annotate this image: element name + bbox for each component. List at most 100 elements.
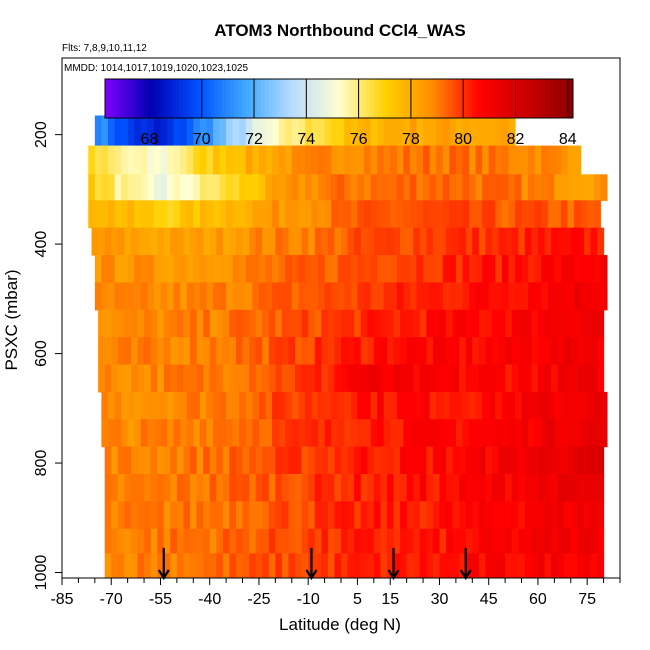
heatmap-cell <box>455 200 464 229</box>
heatmap-cell <box>127 282 135 311</box>
heatmap-cell <box>219 174 227 201</box>
colorbar-segment <box>105 79 110 118</box>
heatmap-cell <box>570 446 578 475</box>
heatmap-cell <box>199 282 208 311</box>
heatmap-cell <box>196 337 204 366</box>
heatmap-cell <box>321 364 329 393</box>
heatmap-cell <box>137 446 145 475</box>
heatmap-cell <box>373 501 381 530</box>
heatmap-cell <box>249 446 257 475</box>
heatmap-cell <box>124 446 132 475</box>
heatmap-cell <box>488 174 496 201</box>
heatmap-cell <box>107 419 116 448</box>
heatmap-cell <box>288 446 296 475</box>
heatmap-cell <box>396 145 404 175</box>
heatmap-cell <box>272 174 280 201</box>
heatmap-cell <box>386 528 395 554</box>
heatmap-cell <box>511 553 519 578</box>
heatmap-cell <box>452 553 460 578</box>
colorbar-segment <box>179 79 184 118</box>
heatmap-cell <box>212 174 221 201</box>
heatmap-cell <box>298 115 306 147</box>
heatmap-cell <box>196 309 204 338</box>
heatmap-cell <box>416 174 424 201</box>
heatmap-cell <box>163 337 171 366</box>
heatmap-cell <box>551 446 559 475</box>
heatmap-cell <box>409 419 418 448</box>
heatmap-cell <box>390 419 398 448</box>
x-tick-label: 30 <box>431 591 449 608</box>
heatmap-cell <box>482 255 490 284</box>
heatmap-cell <box>491 553 500 578</box>
heatmap-cell <box>600 419 608 448</box>
heatmap-cell <box>318 174 326 201</box>
heatmap-cell <box>134 282 142 311</box>
heatmap-cell <box>212 115 221 147</box>
heatmap-cell <box>183 474 191 502</box>
heatmap-cell <box>478 337 487 366</box>
heatmap-cell <box>436 255 444 284</box>
heatmap-cell <box>360 474 368 502</box>
heatmap-cell <box>524 553 532 578</box>
heatmap-cell <box>252 115 260 147</box>
heatmap-cell <box>318 255 326 284</box>
heatmap-cell <box>206 391 214 420</box>
heatmap-cell <box>298 145 306 175</box>
heatmap-cell <box>554 391 562 420</box>
heatmap-cell <box>255 553 263 578</box>
heatmap-cell <box>377 174 385 201</box>
heatmap-cell <box>350 255 359 284</box>
heatmap-cell <box>426 553 434 578</box>
heatmap-cell <box>226 115 234 147</box>
heatmap-cell <box>226 282 234 311</box>
colorbar-segment <box>190 79 196 118</box>
heatmap-cell <box>278 282 286 311</box>
heatmap-cell <box>216 474 224 502</box>
heatmap-cell <box>432 364 441 393</box>
heatmap-cell <box>285 391 293 420</box>
heatmap-cell <box>157 553 165 578</box>
heatmap-cell <box>465 364 473 393</box>
heatmap-cell <box>111 501 119 530</box>
heatmap-cell <box>265 145 273 175</box>
colorbar-segment <box>136 79 141 118</box>
heatmap-cell <box>544 474 552 502</box>
heatmap-cell <box>268 309 276 338</box>
heatmap-cell <box>327 337 336 366</box>
heatmap-cell <box>475 145 483 175</box>
heatmap-cell <box>459 553 467 578</box>
heatmap-cell <box>439 474 447 502</box>
heatmap-cell <box>252 391 260 420</box>
heatmap-cell <box>288 227 296 256</box>
heatmap-cell <box>413 553 421 578</box>
heatmap-cell <box>144 227 152 256</box>
heatmap-cell <box>203 337 211 366</box>
heatmap-cell <box>482 419 490 448</box>
heatmap-cell <box>551 364 559 393</box>
heatmap-cell <box>511 309 519 338</box>
heatmap-cell <box>288 364 296 393</box>
heatmap-cell <box>386 446 395 475</box>
heatmap-cell <box>327 309 336 338</box>
heatmap-cell <box>242 528 250 554</box>
heatmap-cell <box>478 227 487 256</box>
heatmap-cell <box>521 145 529 175</box>
heatmap-cell <box>334 528 342 554</box>
heatmap-cell <box>514 145 523 175</box>
heatmap-cell <box>111 227 119 256</box>
heatmap-cell <box>367 446 375 475</box>
heatmap-cell <box>255 227 263 256</box>
heatmap-cell <box>544 446 552 475</box>
colorbar-tick-label: 74 <box>297 131 315 148</box>
heatmap-cell <box>432 337 441 366</box>
heatmap-cell <box>258 282 267 311</box>
heatmap-cell <box>272 115 280 147</box>
heatmap-cell <box>390 145 398 175</box>
heatmap-cell <box>465 501 473 530</box>
colorbar-segment <box>245 79 250 118</box>
heatmap-cell <box>176 553 185 578</box>
colorbar-segment <box>483 79 488 118</box>
heatmap-cell <box>199 115 208 147</box>
colorbar-segment <box>397 79 402 118</box>
heatmap-cell <box>298 391 306 420</box>
